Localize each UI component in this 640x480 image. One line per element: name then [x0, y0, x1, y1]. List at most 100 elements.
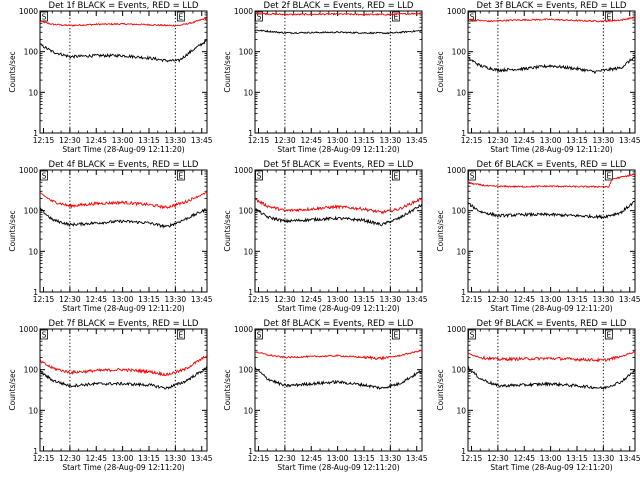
y-tick-label: 100 [239, 366, 254, 375]
y-tick-label: 10 [456, 88, 466, 97]
chart-panel: Det 4f BLACK = Events, RED = LLD 1 10 100 10… [8, 160, 213, 313]
marker-box [391, 11, 400, 22]
y-tick-label: 10 [243, 406, 253, 415]
x-tick-label: 13:15 [353, 454, 375, 463]
chart-panel: Det 1f BLACK = Events, RED = LLD 1 10 100 10… [8, 1, 213, 154]
marker-box [255, 11, 263, 22]
event-rate-line [254, 203, 423, 227]
x-tick-label: 13:00 [327, 136, 349, 145]
x-tick-label: 13:45 [406, 295, 428, 304]
marker-label: S [470, 172, 475, 181]
x-tick-label: 13:45 [191, 136, 213, 145]
event-rate-line [467, 366, 636, 391]
x-tick-label: 13:15 [353, 295, 375, 304]
lld-rate-line [467, 173, 636, 189]
plot-frame [254, 328, 423, 452]
event-rate-line [254, 29, 423, 35]
x-tick-label: 12:15 [248, 454, 270, 463]
marker-box [40, 11, 48, 22]
chart-panel: Det 8f BLACK = Events, RED = LLD 1 10 100 10… [223, 319, 428, 472]
marker-label: S [470, 331, 475, 340]
x-tick-label: 12:30 [274, 136, 296, 145]
plot-frame [254, 169, 423, 293]
chart-title: Det 4f BLACK = Events, RED = LLD [49, 160, 199, 170]
x-tick-label: 13:45 [406, 454, 428, 463]
plot-frame [39, 328, 208, 452]
x-tick-label: 13:45 [406, 136, 428, 145]
event-rate-line [467, 200, 636, 220]
y-tick-label: 1000 [19, 7, 38, 16]
marker-box [255, 329, 263, 340]
marker-label: E [178, 172, 183, 181]
x-tick-label: 13:15 [353, 136, 375, 145]
x-tick-label: 12:30 [274, 454, 296, 463]
marker-box [176, 329, 185, 340]
marker-box [604, 11, 613, 22]
marker-box [468, 11, 476, 22]
x-tick-label: 12:15 [248, 295, 270, 304]
marker-box [40, 329, 48, 340]
event-rate-line [39, 207, 208, 229]
x-tick-label: 12:15 [33, 136, 55, 145]
x-tick-label: 13:45 [619, 295, 640, 304]
x-tick-label: 13:00 [540, 295, 562, 304]
lld-rate-line [254, 349, 423, 361]
y-tick-label: 100 [239, 48, 254, 57]
y-tick-label: 10 [243, 88, 253, 97]
y-tick-label: 10 [28, 88, 38, 97]
x-tick-label: 13:30 [593, 136, 615, 145]
chart-title: Det 6f BLACK = Events, RED = LLD [477, 160, 627, 170]
event-rate-line [254, 366, 423, 390]
event-rate-line [467, 56, 636, 74]
lld-rate-line [254, 197, 423, 215]
y-axis-label: Counts/sec [436, 51, 445, 92]
x-axis-label: Start Time (28-Aug-09 12:11:20) [277, 145, 399, 154]
x-tick-label: 13:30 [380, 454, 402, 463]
y-tick-label: 1000 [447, 7, 466, 16]
marker-label: E [393, 331, 398, 340]
marker-box [176, 170, 185, 181]
x-tick-label: 12:30 [487, 454, 509, 463]
lld-rate-line [467, 350, 636, 363]
y-axis-label: Counts/sec [8, 210, 17, 251]
x-tick-label: 13:45 [619, 454, 640, 463]
lld-rate-line [467, 16, 636, 23]
y-tick-label: 100 [24, 48, 39, 57]
y-axis-label: Counts/sec [223, 369, 232, 410]
marker-box [604, 170, 613, 181]
x-tick-label: 13:00 [327, 295, 349, 304]
x-axis-label: Start Time (28-Aug-09 12:11:20) [62, 145, 184, 154]
event-rate-line [39, 366, 208, 390]
y-tick-label: 10 [243, 247, 253, 256]
x-tick-label: 12:15 [461, 454, 483, 463]
x-tick-label: 12:45 [513, 136, 535, 145]
marker-box [255, 170, 263, 181]
x-tick-label: 13:00 [112, 454, 134, 463]
marker-box [604, 329, 613, 340]
x-tick-label: 12:45 [85, 295, 107, 304]
x-tick-label: 13:45 [191, 295, 213, 304]
marker-label: S [257, 331, 262, 340]
x-tick-label: 13:15 [566, 136, 588, 145]
y-axis-label: Counts/sec [223, 51, 232, 92]
chart-panel: Det 2f BLACK = Events, RED = LLD 1 10 100 10… [223, 1, 428, 154]
y-tick-label: 10 [28, 406, 38, 415]
lld-rate-line [39, 355, 208, 377]
x-axis-label: Start Time (28-Aug-09 12:11:20) [490, 145, 612, 154]
marker-box [176, 11, 185, 22]
marker-label: E [178, 13, 183, 22]
marker-label: E [178, 331, 183, 340]
x-tick-label: 12:30 [274, 295, 296, 304]
y-tick-label: 1 [33, 447, 38, 456]
chart-panel: Det 3f BLACK = Events, RED = LLD 1 10 100 10… [436, 1, 640, 154]
lld-rate-line [39, 191, 208, 210]
y-tick-label: 100 [24, 366, 39, 375]
x-tick-label: 12:30 [487, 136, 509, 145]
marker-box [468, 170, 476, 181]
y-tick-label: 1 [248, 447, 253, 456]
chart-title: Det 5f BLACK = Events, RED = LLD [264, 160, 414, 170]
x-tick-label: 13:30 [165, 454, 187, 463]
chart-panel: Det 7f BLACK = Events, RED = LLD 1 10 100 10… [8, 319, 213, 472]
x-tick-label: 13:15 [138, 454, 160, 463]
